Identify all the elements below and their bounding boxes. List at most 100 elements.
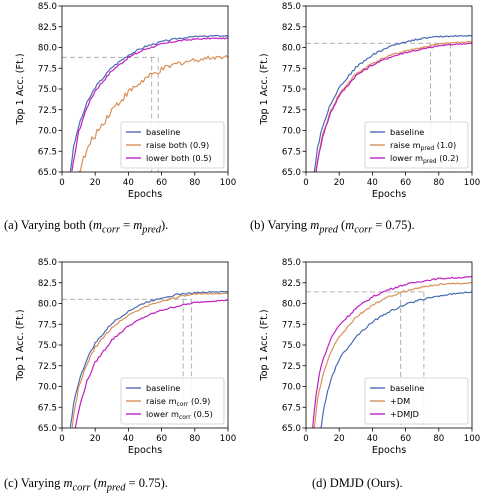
x-axis-label: Epochs — [372, 445, 406, 456]
legend-box — [364, 121, 469, 169]
x-tick-label: 20 — [90, 178, 101, 188]
y-axis-label: Top 1 Acc. (Ft.) — [259, 53, 270, 125]
x-axis-label: Epochs — [128, 189, 162, 200]
x-tick-label: 20 — [334, 434, 345, 444]
legend-label: baseline — [146, 127, 180, 137]
x-tick-label: 60 — [156, 434, 167, 444]
chart-d: 65.0 67.5 70.0 72.5 75.0 77.5 80.0 82.5 85.0 0 20 4… — [259, 258, 480, 456]
series-line-3 — [315, 42, 472, 172]
series-line-3 — [74, 299, 228, 428]
legend-label: lower mcorr (0.5) — [146, 409, 213, 421]
legend-box — [364, 377, 469, 425]
y-tick-label: 65.0 — [38, 168, 57, 178]
y-tick-label: 67.5 — [38, 147, 57, 157]
series-line-1 — [313, 34, 472, 172]
y-tick-label: 67.5 — [38, 403, 57, 413]
legend-label: raise mpred (1.0) — [390, 140, 456, 152]
chart-a: 65.0 67.5 70.0 72.5 75.0 77.5 80.0 82.5 85.0 0 20 4… — [15, 2, 236, 200]
x-axis-label: Epochs — [372, 189, 406, 200]
x-tick-label: 100 — [464, 434, 480, 444]
legend-label: lower both (0.5) — [146, 153, 212, 163]
y-tick-label: 82.5 — [38, 23, 57, 33]
x-tick-label: 60 — [156, 178, 167, 188]
legend-label: raise both (0.9) — [146, 140, 209, 150]
y-tick-label: 70.0 — [282, 127, 301, 137]
x-tick-label: 80 — [433, 178, 444, 188]
y-tick-label: 77.5 — [282, 64, 301, 74]
series-line-2 — [78, 54, 228, 172]
series-line-1 — [69, 290, 228, 428]
y-tick-label: 85.0 — [38, 258, 57, 268]
series-line-1 — [320, 291, 472, 428]
y-tick-label: 75.0 — [282, 85, 301, 95]
chart-panel-d: 65.0 67.5 70.0 72.5 75.0 77.5 80.0 82.5 85.0 0 20 4… — [244, 256, 488, 456]
legend-label: baseline — [146, 383, 180, 393]
legend-label: +DMJD — [390, 409, 419, 419]
x-tick-label: 40 — [367, 434, 378, 444]
x-tick-label: 80 — [189, 178, 200, 188]
x-tick-label: 0 — [59, 178, 64, 188]
y-tick-label: 67.5 — [282, 403, 301, 413]
y-tick-label: 72.5 — [38, 362, 57, 372]
caption-a: (a) Varying both (mcorr = mpred). — [4, 218, 169, 236]
y-axis-label: Top 1 Acc. (Ft.) — [15, 309, 26, 381]
series-group — [313, 34, 472, 172]
x-tick-label: 20 — [334, 178, 345, 188]
y-axis-label: Top 1 Acc. (Ft.) — [15, 53, 26, 125]
x-tick-label: 60 — [400, 434, 411, 444]
x-axis-label: Epochs — [128, 445, 162, 456]
x-tick-label: 40 — [367, 178, 378, 188]
series-line-1 — [69, 34, 228, 172]
x-tick-label: 100 — [464, 178, 480, 188]
legend-box — [120, 377, 225, 425]
legend-label: baseline — [390, 383, 424, 393]
y-tick-label: 82.5 — [282, 279, 301, 289]
series-line-2 — [71, 292, 228, 428]
y-tick-label: 70.0 — [38, 383, 57, 393]
caption-b: (b) Varying mpred (mcorr = 0.75). — [250, 218, 415, 236]
y-tick-label: 75.0 — [38, 85, 57, 95]
x-tick-label: 60 — [400, 178, 411, 188]
y-tick-label: 85.0 — [282, 2, 301, 12]
y-tick-label: 77.5 — [38, 64, 57, 74]
x-tick-label: 80 — [433, 434, 444, 444]
y-tick-label: 82.5 — [38, 279, 57, 289]
series-group — [69, 34, 228, 172]
x-tick-label: 0 — [59, 434, 64, 444]
y-tick-label: 65.0 — [282, 168, 301, 178]
series-line-2 — [313, 282, 472, 428]
legend-label: raise mcorr (0.9) — [146, 396, 210, 408]
y-tick-label: 80.0 — [38, 44, 57, 54]
caption-c: (c) Varying mcorr (mpred = 0.75). — [4, 476, 168, 494]
legend-label: baseline — [390, 127, 424, 137]
y-tick-label: 75.0 — [38, 341, 57, 351]
y-tick-label: 80.0 — [282, 300, 301, 310]
x-tick-label: 20 — [90, 434, 101, 444]
y-tick-label: 85.0 — [38, 2, 57, 12]
y-tick-label: 75.0 — [282, 341, 301, 351]
y-tick-label: 80.0 — [38, 300, 57, 310]
y-axis-label: Top 1 Acc. (Ft.) — [259, 309, 270, 381]
x-tick-label: 80 — [189, 434, 200, 444]
y-tick-label: 72.5 — [282, 106, 301, 116]
y-tick-label: 72.5 — [38, 106, 57, 116]
y-tick-label: 77.5 — [282, 320, 301, 330]
caption-d: (d) DMJD (Ours). — [312, 476, 403, 490]
y-tick-label: 82.5 — [282, 23, 301, 33]
x-tick-label: 40 — [123, 434, 134, 444]
series-group — [69, 290, 228, 428]
y-tick-label: 72.5 — [282, 362, 301, 372]
x-tick-label: 100 — [220, 178, 236, 188]
legend-label: lower mpred (0.2) — [390, 153, 459, 165]
chart-c: 65.0 67.5 70.0 72.5 75.0 77.5 80.0 82.5 85.0 0 20 4… — [15, 258, 236, 456]
y-tick-label: 70.0 — [282, 383, 301, 393]
y-tick-label: 65.0 — [38, 424, 57, 434]
y-tick-label: 85.0 — [282, 258, 301, 268]
y-tick-label: 77.5 — [38, 320, 57, 330]
y-tick-label: 80.0 — [282, 44, 301, 54]
y-tick-label: 65.0 — [282, 424, 301, 434]
legend-box — [120, 121, 225, 169]
chart-panel-a: 65.0 67.5 70.0 72.5 75.0 77.5 80.0 82.5 85.0 0 20 4… — [0, 0, 244, 200]
y-tick-label: 70.0 — [38, 127, 57, 137]
y-tick-label: 67.5 — [282, 147, 301, 157]
